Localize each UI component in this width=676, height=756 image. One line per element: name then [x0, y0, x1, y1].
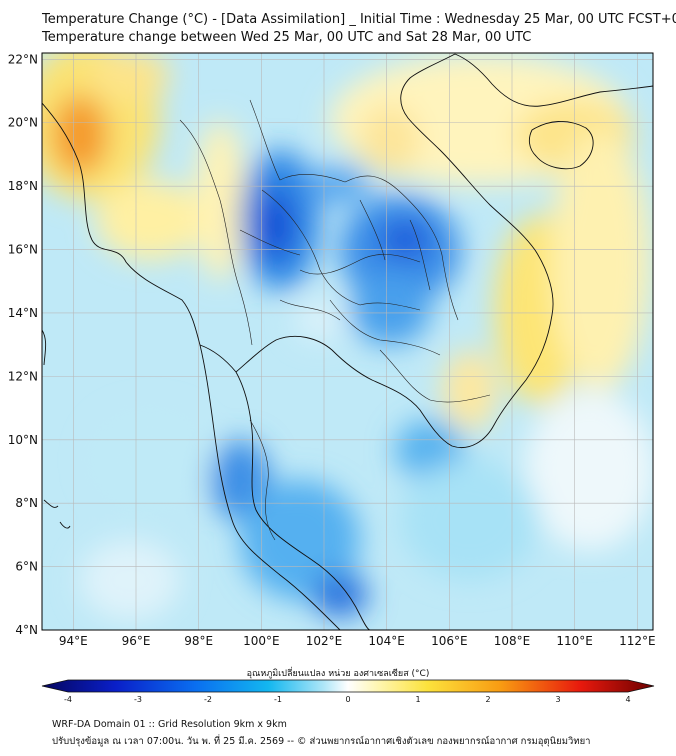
- model-info: WRF-DA Domain 01 :: Grid Resolution 9km …: [52, 719, 287, 730]
- admin-borders: [179, 99, 491, 541]
- colorbar-tick-label: 0: [345, 695, 350, 704]
- lat-tick-label: 4°N: [15, 623, 38, 637]
- colorbar: -4 -3 -2 -1 0 1 2 3 4: [41, 679, 655, 704]
- longitude-labels: 94°E 96°E 98°E 100°E 102°E 104°E 106°E 108°E 110…: [59, 634, 656, 648]
- coastlines: [42, 53, 653, 630]
- lon-tick-label: 112°E: [619, 634, 656, 648]
- lat-tick-label: 12°N: [8, 369, 38, 383]
- lon-tick-label: 104°E: [368, 634, 405, 648]
- update-credit: ปรับปรุงข้อมูล ณ เวลา 07:00น. วัน พ. ที่…: [52, 736, 591, 747]
- lon-tick-label: 110°E: [556, 634, 593, 648]
- map-frame: [41, 52, 654, 631]
- colorbar-tick-label: -4: [64, 695, 72, 704]
- colorbar-tick-label: 3: [555, 695, 560, 704]
- lon-tick-label: 98°E: [184, 634, 213, 648]
- lon-tick-label: 94°E: [59, 634, 88, 648]
- temperature-field: [42, 53, 653, 630]
- lat-tick-label: 8°N: [15, 496, 38, 510]
- colorbar-tick-label: 4: [625, 695, 630, 704]
- map-subtitle: Temperature change between Wed 25 Mar, 0…: [42, 30, 532, 45]
- colorbar-tick-label: -2: [204, 695, 212, 704]
- lat-tick-label: 20°N: [8, 116, 38, 130]
- colorbar-tick-label: -3: [134, 695, 142, 704]
- lon-tick-label: 102°E: [306, 634, 343, 648]
- colorbar-tick-label: 2: [485, 695, 490, 704]
- lon-tick-label: 96°E: [122, 634, 151, 648]
- colorbar-tick-label: -1: [274, 695, 282, 704]
- lon-tick-label: 108°E: [494, 634, 531, 648]
- lat-tick-label: 18°N: [8, 179, 38, 193]
- lat-tick-label: 14°N: [8, 306, 38, 320]
- colorbar-scale: [41, 679, 655, 693]
- colorbar-tick-label: 1: [415, 695, 420, 704]
- lon-tick-label: 100°E: [243, 634, 280, 648]
- lon-tick-label: 106°E: [431, 634, 468, 648]
- lat-tick-label: 10°N: [8, 433, 38, 447]
- latitude-labels: 22°N 20°N 18°N 16°N 14°N 12°N 10°N 8°N 6°N 4°N: [8, 52, 38, 637]
- map-title: Temperature Change (°C) - [Data Assimila…: [42, 12, 676, 27]
- lat-tick-label: 22°N: [8, 52, 38, 66]
- lat-tick-label: 16°N: [8, 243, 38, 257]
- colorbar-title: อุณหภูมิเปลี่ยนแปลง หน่วย องศาเซลเซียส (…: [246, 669, 430, 679]
- lat-tick-label: 6°N: [15, 560, 38, 574]
